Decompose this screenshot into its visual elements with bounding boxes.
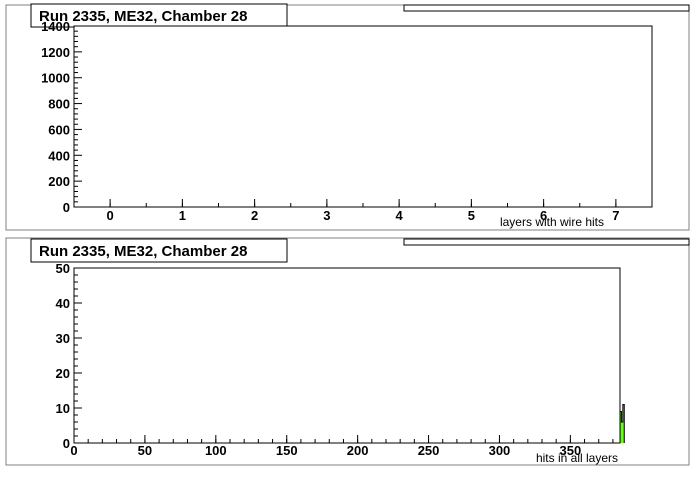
y-tick-label: 1200 [41,45,70,60]
y-tick-label: 30 [56,331,70,346]
x-tick-label: 50 [138,443,152,458]
stats-box [403,238,690,246]
x-tick-label: 0 [107,208,114,223]
x-tick-label: 350 [560,443,582,458]
y-tick-label: 50 [56,261,70,276]
x-axis-label: layers with wire hits [500,215,604,229]
x-axis-label: hits in all layers [536,451,618,465]
x-tick-label: 300 [489,443,511,458]
plot-frame [73,267,621,444]
histogram-bar [622,404,625,443]
plot-area [74,26,652,207]
y-tick-label: 0 [63,200,70,215]
y-tick-label: 0 [63,436,70,451]
stats-box [403,4,690,12]
axes: 0 10 20 30 40 50 0 50 100 150 200 250 300 350 [56,261,621,458]
y-tick-label: 400 [48,148,70,163]
x-tick-label: 1 [179,208,186,223]
x-tick-label: 200 [347,443,369,458]
panel-frame [5,237,690,466]
y-tick-label: 20 [56,366,70,381]
histogram-bar [620,411,622,443]
y-tick-label: 200 [48,174,70,189]
x-tick-label: 6 [540,208,547,223]
x-tick-label: 2 [251,208,258,223]
x-tick-label: 150 [276,443,298,458]
x-tick-label: 5 [468,208,475,223]
y-tick-label: 600 [48,122,70,137]
panel-hits-in-all-layers: Run 2335, ME32, Chamber 28 0 10 20 30 40 50 0 5… [5,237,690,466]
y-tick-label: 40 [56,296,70,311]
x-tick-label: 7 [612,208,619,223]
y-tick-label: 800 [48,97,70,112]
histogram-bar [621,422,623,443]
y-tick-label: 1000 [41,71,70,86]
panel-layers-with-wire-hits: Run 2335, ME32, Chamber 28 0 200 400 600 800… [5,3,690,231]
x-tick-label: 3 [323,208,330,223]
x-tick-label: 0 [70,443,77,458]
plot-area [74,268,620,443]
panel-frame [5,4,690,231]
y-tick-label: 10 [56,401,70,416]
panel-title: Run 2335, ME32, Chamber 28 [39,8,247,25]
title-box [30,238,288,263]
axes: 0 200 400 600 800 1000 1200 1400 0 1 2 3 4 5 6 7 [41,19,653,223]
y-tick-label: 1400 [41,19,70,34]
x-tick-label: 100 [205,443,227,458]
x-tick-label: 250 [418,443,440,458]
x-tick-label: 4 [396,208,404,223]
panel-title: Run 2335, ME32, Chamber 28 [39,243,247,260]
